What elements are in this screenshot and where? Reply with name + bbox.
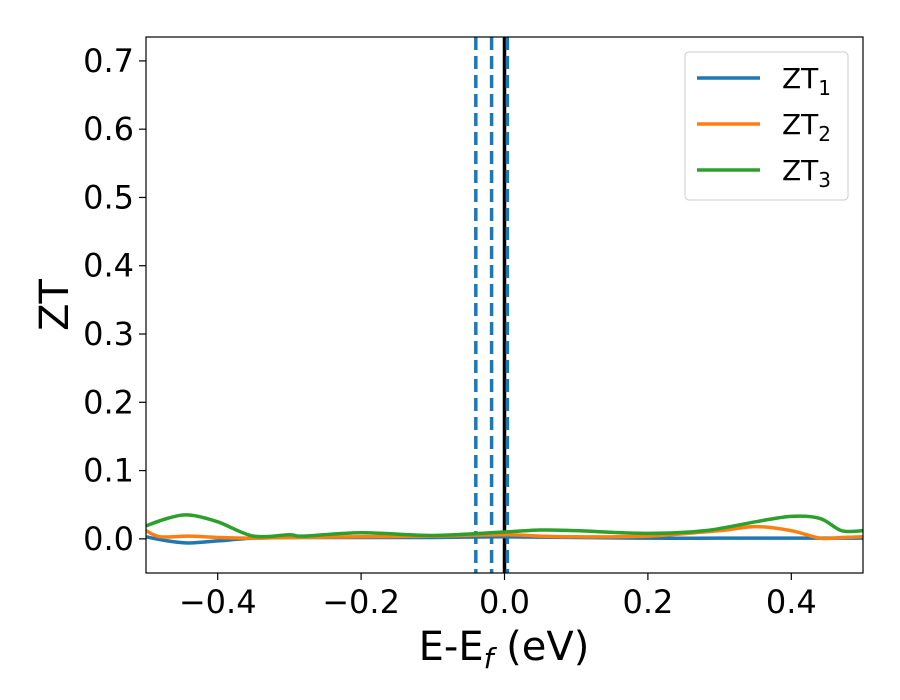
y-tick-label: 0.3 [83,315,134,353]
x-tick-label: 0.2 [622,583,673,621]
y-tick-label: 0.7 [83,42,134,80]
legend-label-subscript: 1 [818,76,831,100]
series-line-zt3 [146,513,863,539]
y-tick-label: 0.0 [83,520,134,558]
x-axis-title-main: E-E [419,624,484,670]
series-line-zt2 [146,524,863,541]
y-axis: 0.0 0.1 0.2 0.3 0.4 0.5 0.6 0.7 [83,42,146,558]
x-tick-label: −0.2 [322,583,400,621]
x-tick-label: 0.0 [479,583,530,621]
y-axis-title: ZT [32,279,78,331]
legend-label-subscript: 3 [818,168,831,192]
legend-label-text: ZT [782,62,819,95]
legend-label-text: ZT [782,154,819,187]
legend-label-text: ZT [782,108,819,141]
y-tick-label: 0.1 [83,452,134,490]
legend-label-zt1: ZT1 [782,62,831,100]
y-tick-label: 0.6 [83,110,134,148]
x-axis: −0.4 −0.2 0.0 0.2 0.4 [179,573,817,621]
legend-label-zt3: ZT3 [782,154,831,192]
x-axis-title: E-Ef (eV) [419,624,590,675]
x-tick-label: −0.4 [179,583,257,621]
legend-label-subscript: 2 [818,122,831,146]
series-lines [146,513,863,545]
reference-lines [474,37,510,573]
y-tick-label: 0.2 [83,383,134,421]
x-axis-title-unit: (eV) [493,624,589,670]
y-tick-label: 0.5 [83,178,134,216]
x-tick-label: 0.4 [766,583,817,621]
legend-box [684,51,849,201]
legend-label-zt2: ZT2 [782,108,831,146]
y-tick-label: 0.4 [83,247,134,285]
